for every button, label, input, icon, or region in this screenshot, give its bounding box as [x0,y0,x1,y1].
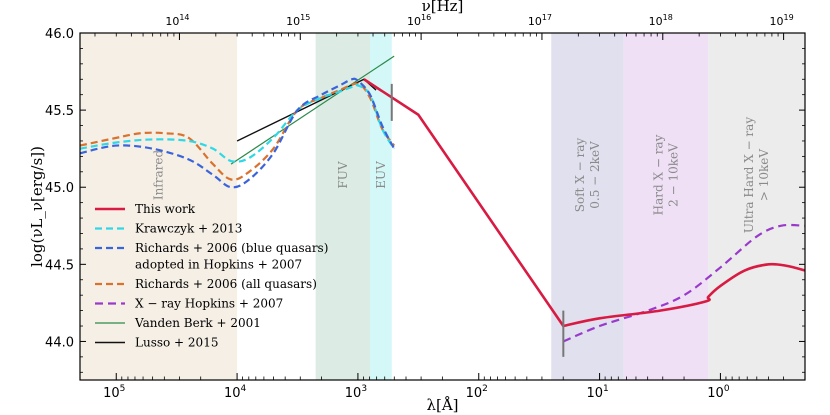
x-tick-label: 103 [345,384,367,401]
x-axis-label: λ[Å] [426,396,458,414]
y-tick-label: 44.0 [45,335,74,350]
band-label: EUV [374,161,388,189]
band-0 [80,33,238,380]
legend-label: This work [135,202,196,216]
band-label: FUV [336,161,350,188]
x-tick-label: 105 [103,384,125,401]
legend-label: adopted in Hopkins + 2007 [135,258,302,272]
axes-layer: 44.0 44.5 45.0 45.5 46.0 105 104 103 102 101 100 10… [45,13,806,401]
marker-layer [390,83,565,357]
x-tick-label: 104 [224,384,247,401]
series-richards-2006-all [79,82,396,181]
band-label: 0.5 − 2keV [588,141,602,209]
legend-label: Richards + 2006 (blue quasars) [135,241,328,255]
y-axis-label: log(νL_ν[erg/s]) [28,146,46,267]
series-layer [79,55,806,343]
x-tick-label: 102 [466,384,488,401]
legend: This work Krawczyk + 2013 Richards + 2006 … [95,202,328,350]
band-label: Ultra Hard X − ray [742,117,756,233]
nu-tick-label: 1019 [770,13,794,28]
band-label: > 10keV [757,149,771,202]
legend-label: Krawczyk + 2013 [135,222,242,236]
band-label: Hard X − ray [652,134,666,215]
series-vanden-berk-2001 [230,55,395,165]
series-krawczyk-2013 [79,83,396,163]
legend-label: Richards + 2006 (all quasars) [135,277,317,291]
y-tick-label: 44.5 [45,258,74,273]
y-tick-label: 45.5 [45,104,74,119]
x-tick-label: 101 [586,384,608,401]
band-label: Infrared [152,150,166,201]
band-label: Soft X − ray [573,138,587,213]
band-4 [623,33,709,380]
band-label: 2 − 10keV [667,143,681,207]
nu-tick-label: 1014 [165,13,189,28]
nu-tick-label: 1018 [649,13,673,28]
legend-label: Lusso + 2015 [135,336,218,350]
legend-label: Vanden Berk + 2001 [134,316,261,330]
series-lusso-2015 [236,78,377,142]
nu-tick-label: 1016 [407,13,431,28]
band-5 [708,33,805,380]
y-tick-label: 46.0 [45,27,74,42]
top-axis-label: ν[Hz] [422,0,464,15]
y-tick-label: 45.0 [45,181,74,196]
series-x-ray-hopkins-2007 [562,223,806,343]
nu-tick-label: 1017 [528,13,552,28]
series-richards-2006-blue [79,77,396,189]
series-this-work [363,78,806,328]
x-tick-label: 100 [707,384,730,401]
nu-tick-label: 1015 [286,13,310,28]
legend-label: X − ray Hopkins + 2007 [135,297,283,311]
band-2 [370,33,392,380]
